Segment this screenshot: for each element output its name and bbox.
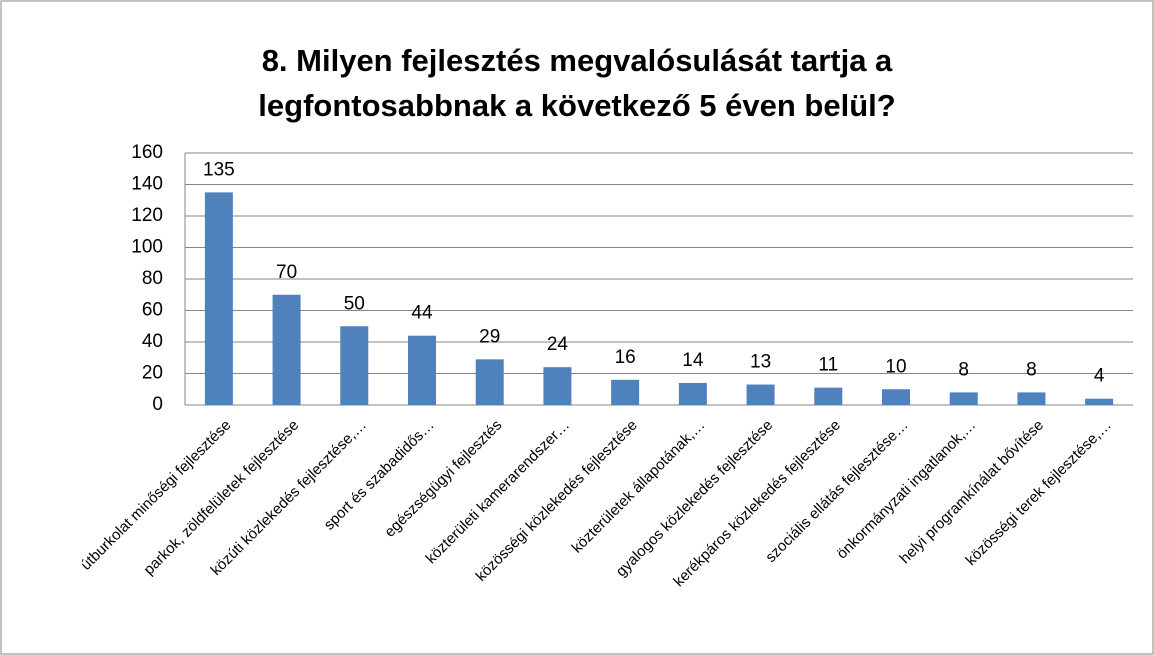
bar [1017, 392, 1046, 405]
bar [272, 294, 301, 405]
bar [678, 382, 707, 405]
y-tick-label: 60 [142, 300, 163, 321]
data-label: 4 [1094, 366, 1105, 387]
data-label: 13 [750, 352, 771, 373]
bar [882, 389, 910, 405]
bar [408, 335, 436, 405]
bar [475, 359, 504, 405]
bar [949, 392, 978, 405]
chart-title: 8. Milyen fejlesztés megvalósulását tart… [258, 43, 896, 123]
data-label: 50 [344, 293, 365, 314]
y-tick-label: 120 [131, 205, 163, 226]
data-label: 11 [818, 355, 838, 376]
data-label: 70 [276, 262, 297, 283]
bar [611, 379, 640, 405]
data-label: 16 [615, 347, 636, 368]
y-tick-label: 20 [142, 363, 163, 384]
data-label: 8 [958, 359, 969, 380]
data-label: 14 [682, 350, 704, 371]
bar [340, 326, 369, 405]
bar [204, 192, 233, 405]
data-label: 24 [547, 334, 569, 355]
bar [543, 367, 572, 405]
y-tick-label: 140 [131, 174, 163, 195]
data-label: 135 [203, 159, 235, 180]
y-tick-label: 0 [152, 394, 163, 415]
data-label: 10 [885, 356, 906, 377]
bar [814, 387, 843, 405]
y-tick-label: 80 [142, 268, 163, 289]
data-label: 44 [411, 303, 433, 324]
y-tick-label: 40 [142, 331, 163, 352]
bar [746, 384, 775, 405]
y-tick-label: 160 [131, 142, 163, 163]
bar [1085, 398, 1114, 405]
data-label: 8 [1026, 359, 1037, 380]
data-label: 29 [479, 326, 500, 347]
y-tick-label: 100 [131, 237, 163, 258]
